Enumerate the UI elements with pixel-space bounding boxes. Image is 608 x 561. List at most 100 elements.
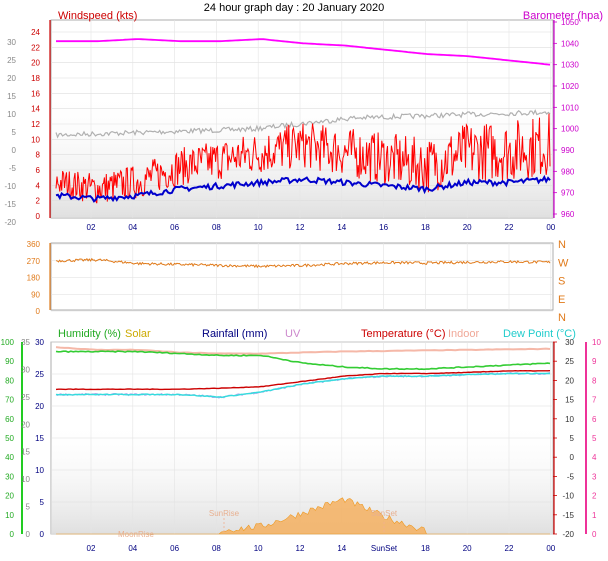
windspeed-tick: 16 bbox=[31, 89, 40, 98]
temp-left-tick: 5 bbox=[26, 503, 31, 512]
rain-tick: 25 bbox=[35, 370, 44, 379]
wind-grey-tick: -20 bbox=[4, 218, 16, 227]
wind-grey-tick: -10 bbox=[4, 182, 16, 191]
temp-right-tick: 20 bbox=[565, 376, 574, 385]
uv-tick: 10 bbox=[592, 338, 601, 347]
barometer-tick: 1050 bbox=[561, 18, 579, 27]
rain-tick: 20 bbox=[35, 402, 44, 411]
temp-left-tick: 25 bbox=[21, 393, 30, 402]
windspeed-line bbox=[55, 113, 551, 204]
barometer-ticks: 1050 1040 1030 1020 1010 1000 990 980 970 960 bbox=[553, 18, 579, 219]
temp-left-tick: 10 bbox=[21, 475, 30, 484]
windspeed-tick: 4 bbox=[36, 181, 41, 190]
windspeed-tick: 24 bbox=[31, 28, 40, 37]
temp-right-tick: 5 bbox=[570, 434, 575, 443]
x-tick-label: 20 bbox=[463, 544, 472, 553]
barometer-tick: 970 bbox=[561, 189, 575, 198]
indoor-line bbox=[55, 346, 551, 355]
x-tick-label: 10 bbox=[254, 544, 263, 553]
rain-tick: 15 bbox=[35, 434, 44, 443]
wind-grey-tick: 20 bbox=[7, 74, 16, 83]
barometer-tick: 1000 bbox=[561, 125, 579, 134]
wind-grey-ticks: 30 25 20 15 10 5 0 -5 -10 -15 -20 bbox=[4, 38, 16, 227]
barometer-tick: 1010 bbox=[561, 103, 579, 112]
x-tick-label: 14 bbox=[337, 223, 346, 232]
rain-tick: 5 bbox=[40, 498, 45, 507]
x-tick-label: 18 bbox=[421, 223, 430, 232]
wind-grey-tick: 25 bbox=[7, 56, 16, 65]
x-tick-label: 14 bbox=[337, 544, 346, 553]
uv-tick: 6 bbox=[592, 415, 597, 424]
wind-grey-tick: 30 bbox=[7, 38, 16, 47]
compass-label: W bbox=[558, 257, 569, 269]
humidity-tick: 70 bbox=[5, 396, 14, 405]
barometer-label: Barometer (hpa) bbox=[523, 10, 603, 22]
windspeed-tick: 10 bbox=[31, 135, 40, 144]
windspeed-tick: 8 bbox=[36, 151, 41, 160]
windspeed-average-line bbox=[55, 174, 551, 203]
humidity-tick: 80 bbox=[5, 376, 14, 385]
sunset-label: SunSet bbox=[371, 509, 398, 518]
x-tick-label: 12 bbox=[296, 544, 305, 553]
uv-tick: 2 bbox=[592, 492, 597, 501]
temp-right-tick: -15 bbox=[562, 511, 574, 520]
x-tick-label: 10 bbox=[254, 223, 263, 232]
compass-label: N bbox=[558, 239, 566, 251]
rain-tick: 0 bbox=[40, 530, 45, 539]
sunrise-label: SunRise bbox=[209, 509, 240, 518]
wind-grey-tick: 15 bbox=[7, 92, 16, 101]
direction-grid bbox=[51, 243, 553, 312]
humidity-tick: 50 bbox=[5, 434, 14, 443]
uv-label: UV bbox=[285, 328, 301, 340]
wind-panel: Windspeed (kts) Barometer (hpa) 24 22 20 18… bbox=[4, 10, 603, 232]
sun-markers: SunRise SunSet MoonRise bbox=[118, 509, 398, 539]
temp-right-tick: 30 bbox=[565, 338, 574, 347]
direction-tick: 360 bbox=[27, 240, 41, 249]
x-tick-label: 12 bbox=[296, 223, 305, 232]
humidity-tick: 20 bbox=[5, 492, 14, 501]
humidity-tick: 100 bbox=[1, 338, 15, 347]
dew-point-line bbox=[55, 372, 550, 399]
climate-axes: 1009080706050403020100302520151050353025… bbox=[1, 338, 602, 539]
climate-series bbox=[55, 346, 551, 535]
windspeed-label: Windspeed (kts) bbox=[58, 10, 137, 22]
x-tick-label: 22 bbox=[505, 544, 514, 553]
x-tick-label: 06 bbox=[170, 223, 179, 232]
x-tick-label: 16 bbox=[379, 223, 388, 232]
temp-right-tick: 15 bbox=[565, 396, 574, 405]
compass-label: N bbox=[558, 312, 566, 324]
compass-label: E bbox=[558, 294, 565, 306]
windspeed-tick: 12 bbox=[31, 120, 40, 129]
rain-tick: 10 bbox=[35, 466, 44, 475]
uv-tick: 4 bbox=[592, 453, 597, 462]
humidity-line bbox=[55, 350, 551, 371]
humidity-tick: 30 bbox=[5, 472, 14, 481]
temp-right-tick: -10 bbox=[562, 492, 574, 501]
temp-left-tick: 20 bbox=[21, 420, 30, 429]
direction-ticks: 360 270 180 90 0 bbox=[27, 240, 51, 316]
rain-tick: 30 bbox=[35, 338, 44, 347]
x-tick-label: 08 bbox=[212, 223, 221, 232]
humidity-tick: 90 bbox=[5, 357, 14, 366]
windspeed-tick: 14 bbox=[31, 105, 40, 114]
temp-right-tick: 25 bbox=[565, 357, 574, 366]
wind-x-ticks: 02 04 06 08 10 12 14 16 18 20 22 00 bbox=[87, 223, 556, 232]
humidity-tick: 40 bbox=[5, 453, 14, 462]
wind-series bbox=[55, 38, 551, 204]
direction-plot-area bbox=[50, 242, 554, 311]
x-tick-label: 22 bbox=[505, 223, 514, 232]
climate-panel: Humidity (%) Solar Rainfall (mm) UV Temp… bbox=[1, 328, 602, 553]
temperature-label: Temperature (°C) bbox=[361, 328, 445, 340]
climate-x-ticks: 02 04 06 08 10 12 14 SunSet 18 20 22 00 bbox=[87, 544, 556, 553]
x-tick-label: SunSet bbox=[371, 544, 398, 553]
uv-tick: 7 bbox=[592, 396, 597, 405]
humidity-tick: 10 bbox=[5, 511, 14, 520]
barometer-line bbox=[56, 38, 551, 66]
wind-grey-tick: 0 bbox=[12, 146, 17, 155]
wind-grey-line bbox=[55, 109, 551, 139]
windspeed-tick: 6 bbox=[36, 166, 41, 175]
x-tick-label: 08 bbox=[212, 544, 221, 553]
